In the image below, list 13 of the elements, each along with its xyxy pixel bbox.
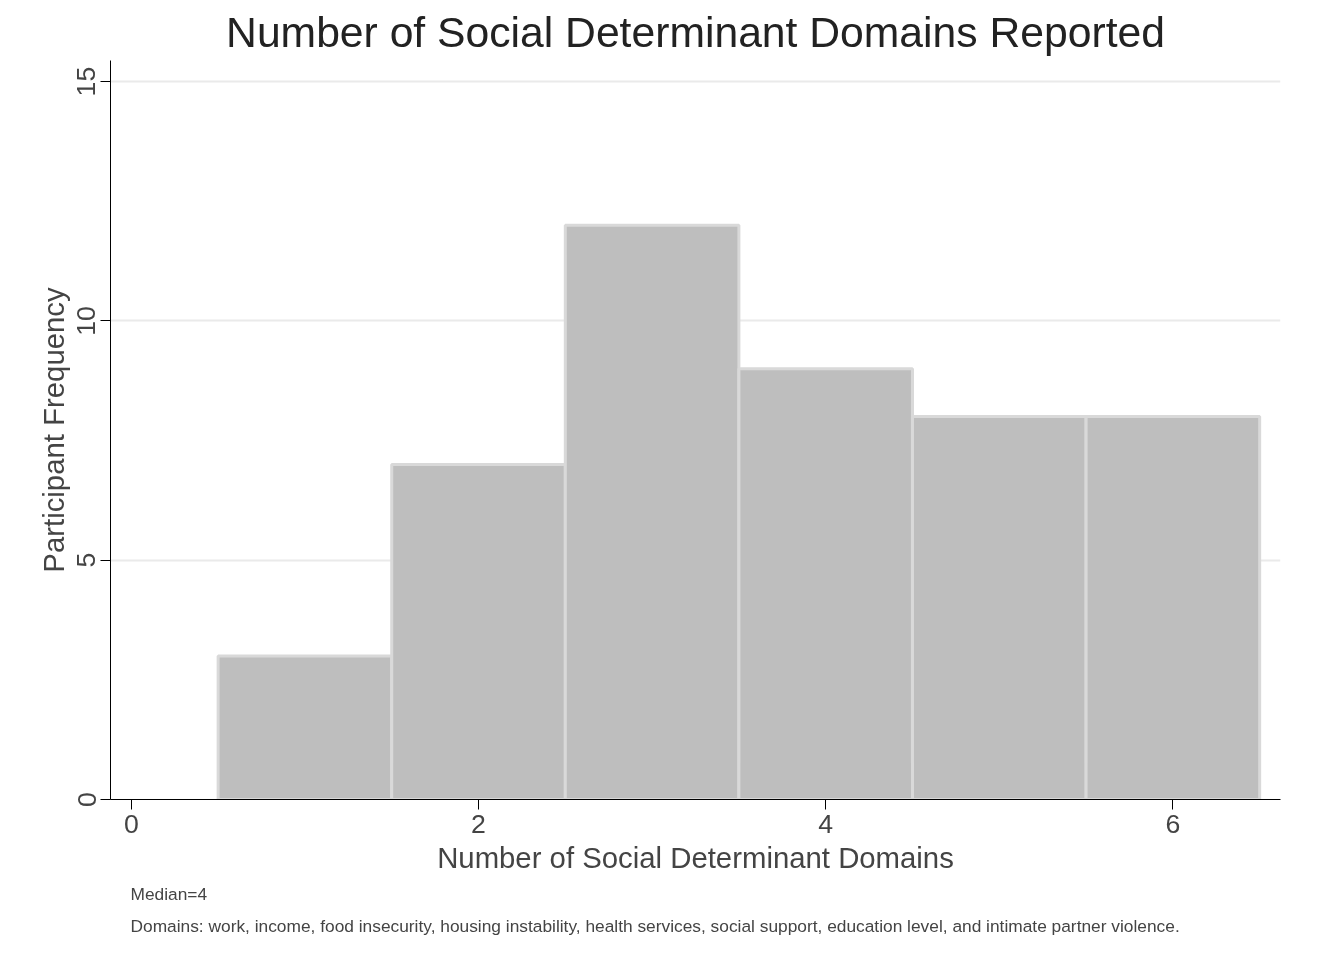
x-tick-label: 2: [471, 808, 486, 839]
x-tick-label: 0: [123, 808, 139, 839]
x-axis-title: Number of Social Determinant Domains: [437, 840, 954, 874]
chart-title: Number of Social Determinant Domains Reported: [226, 7, 1165, 56]
y-tick-label: 0: [71, 792, 102, 807]
y-tick-label: 15: [71, 66, 102, 97]
text: Median=4: [130, 883, 208, 904]
x-tick-label: 6: [1165, 808, 1181, 839]
y-tick-label: 10: [71, 306, 102, 336]
y-axis-title: Participant Frequency: [36, 287, 70, 573]
x-tick-label: 4: [818, 808, 834, 839]
text: Domains: work, income, food insecurity, housing instability, health services, social support, education level, and intimate partner violence.: [130, 915, 1180, 936]
y-tick-label: 5: [71, 552, 102, 568]
